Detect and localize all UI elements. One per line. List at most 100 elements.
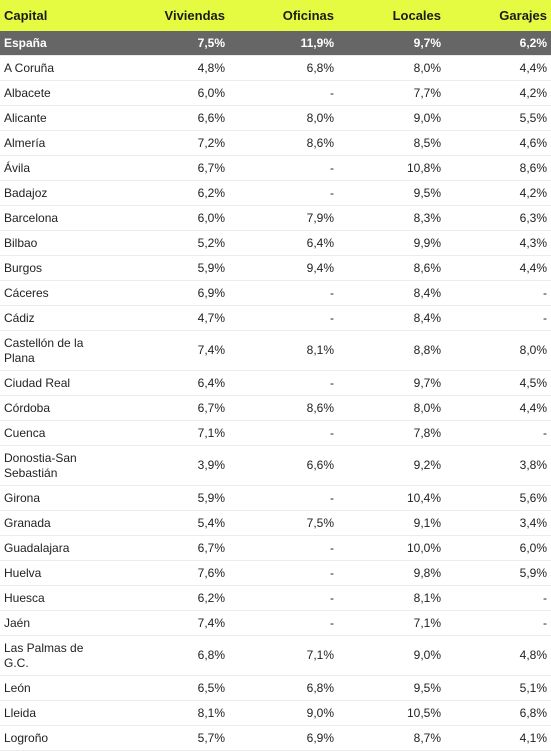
header-capital: Capital	[0, 0, 102, 31]
cell-oficinas: -	[229, 420, 338, 446]
cell-capital: León	[0, 675, 102, 701]
cell-capital: Jaén	[0, 610, 102, 636]
cell-oficinas: 7,1%	[229, 635, 338, 676]
cell-viviendas: 8,1%	[102, 700, 229, 726]
cell-viviendas: 7,6%	[102, 560, 229, 586]
table-row: Cuenca 7,1% -7,8% -	[0, 420, 551, 446]
cell-garajes: 4,6%	[445, 130, 551, 156]
cell-locales: 9,0%	[338, 635, 445, 676]
cell-viviendas: 6,7%	[102, 535, 229, 561]
cell-garajes: 6,0%	[445, 535, 551, 561]
cell-capital: Burgos	[0, 255, 102, 281]
cell-garajes: 8,6%	[445, 155, 551, 181]
table-row: Lleida 8,1% 9,0% 10,5% 6,8%	[0, 700, 551, 726]
cell-locales: 8,7%	[338, 725, 445, 751]
cell-garajes: 4,2%	[445, 180, 551, 206]
table-row: Ciudad Real 6,4% -9,7% 4,5%	[0, 370, 551, 396]
table-row: Donostia-San Sebastián 3,9% 6,6% 9,2% 3,8%	[0, 445, 551, 486]
cell-capital: Badajoz	[0, 180, 102, 206]
cell-viviendas: 7,2%	[102, 130, 229, 156]
cell-locales: 8,4%	[338, 305, 445, 331]
cell-garajes: 4,2%	[445, 80, 551, 106]
total-locales: 9,7%	[338, 31, 445, 56]
total-row: España 7,5% 11,9% 9,7% 6,2%	[0, 31, 551, 56]
cell-viviendas: 6,2%	[102, 180, 229, 206]
cell-garajes: 4,1%	[445, 725, 551, 751]
table-row: Albacete 6,0% -7,7% 4,2%	[0, 80, 551, 106]
cell-capital: Huelva	[0, 560, 102, 586]
cell-capital: Alicante	[0, 105, 102, 131]
header-locales: Locales	[338, 0, 445, 31]
table-row: Las Palmas de G.C. 6,8% 7,1% 9,0% 4,8%	[0, 635, 551, 676]
table-row: Burgos 5,9% 9,4% 8,6% 4,4%	[0, 255, 551, 281]
cell-locales: 7,7%	[338, 80, 445, 106]
cell-viviendas: 6,0%	[102, 80, 229, 106]
cell-viviendas: 5,7%	[102, 725, 229, 751]
cell-capital: Donostia-San Sebastián	[0, 445, 102, 486]
cell-viviendas: 3,9%	[102, 445, 229, 486]
cell-viviendas: 6,7%	[102, 155, 229, 181]
cell-locales: 9,0%	[338, 105, 445, 131]
cell-locales: 10,8%	[338, 155, 445, 181]
cell-capital: Almería	[0, 130, 102, 156]
cell-oficinas: 7,9%	[229, 205, 338, 231]
table-row: Cáceres 6,9% -8,4% -	[0, 280, 551, 306]
table-row: Ávila 6,7% -10,8% 8,6%	[0, 155, 551, 181]
cell-viviendas: 4,7%	[102, 305, 229, 331]
cell-oficinas: -	[229, 305, 338, 331]
cell-locales: 8,1%	[338, 585, 445, 611]
cell-garajes: 4,8%	[445, 635, 551, 676]
cell-capital: Córdoba	[0, 395, 102, 421]
cell-viviendas: 6,6%	[102, 105, 229, 131]
cell-locales: 7,8%	[338, 420, 445, 446]
cell-capital: Girona	[0, 485, 102, 511]
table-row: Barcelona 6,0% 7,9% 8,3% 6,3%	[0, 205, 551, 231]
cell-viviendas: 7,4%	[102, 330, 229, 371]
total-garajes: 6,2%	[445, 31, 551, 56]
cell-oficinas: -	[229, 535, 338, 561]
cell-viviendas: 6,2%	[102, 585, 229, 611]
table-row: Logroño 5,7% 6,9% 8,7% 4,1%	[0, 725, 551, 751]
header-row: Capital Viviendas Oficinas Locales Garaj…	[0, 0, 551, 31]
total-oficinas: 11,9%	[229, 31, 338, 56]
cell-garajes: 5,5%	[445, 105, 551, 131]
cell-oficinas: 6,8%	[229, 55, 338, 81]
cell-oficinas: -	[229, 80, 338, 106]
cell-capital: Granada	[0, 510, 102, 536]
cell-oficinas: 7,5%	[229, 510, 338, 536]
cell-viviendas: 5,9%	[102, 255, 229, 281]
cell-viviendas: 7,4%	[102, 610, 229, 636]
cell-capital: Castellón de la Plana	[0, 330, 102, 371]
cell-locales: 8,6%	[338, 255, 445, 281]
table-row: Badajoz 6,2% -9,5% 4,2%	[0, 180, 551, 206]
table-row: Jaén 7,4% -7,1% -	[0, 610, 551, 636]
cell-locales: 9,5%	[338, 675, 445, 701]
cell-viviendas: 7,1%	[102, 420, 229, 446]
cell-garajes: 4,3%	[445, 230, 551, 256]
cell-oficinas: 6,9%	[229, 725, 338, 751]
cell-garajes: -	[445, 305, 551, 331]
table-row: Girona 5,9% -10,4% 5,6%	[0, 485, 551, 511]
table-row: Guadalajara 6,7% -10,0% 6,0%	[0, 535, 551, 561]
cell-viviendas: 6,7%	[102, 395, 229, 421]
cell-oficinas: 8,6%	[229, 130, 338, 156]
cell-viviendas: 6,9%	[102, 280, 229, 306]
header-garajes: Garajes	[445, 0, 551, 31]
cell-locales: 10,4%	[338, 485, 445, 511]
cell-capital: Cádiz	[0, 305, 102, 331]
cell-viviendas: 6,5%	[102, 675, 229, 701]
cell-capital: Ciudad Real	[0, 370, 102, 396]
total-name: España	[0, 31, 102, 56]
cell-oficinas: -	[229, 155, 338, 181]
table-row: León 6,5% 6,8% 9,5% 5,1%	[0, 675, 551, 701]
cell-locales: 9,7%	[338, 370, 445, 396]
table-row: Córdoba 6,7% 8,6% 8,0% 4,4%	[0, 395, 551, 421]
cell-garajes: -	[445, 280, 551, 306]
cell-garajes: -	[445, 420, 551, 446]
table-row: Cádiz 4,7% -8,4% -	[0, 305, 551, 331]
cell-locales: 8,0%	[338, 55, 445, 81]
cell-garajes: -	[445, 585, 551, 611]
table-row: Huesca 6,2% -8,1% -	[0, 585, 551, 611]
cell-viviendas: 5,9%	[102, 485, 229, 511]
cell-garajes: 6,3%	[445, 205, 551, 231]
